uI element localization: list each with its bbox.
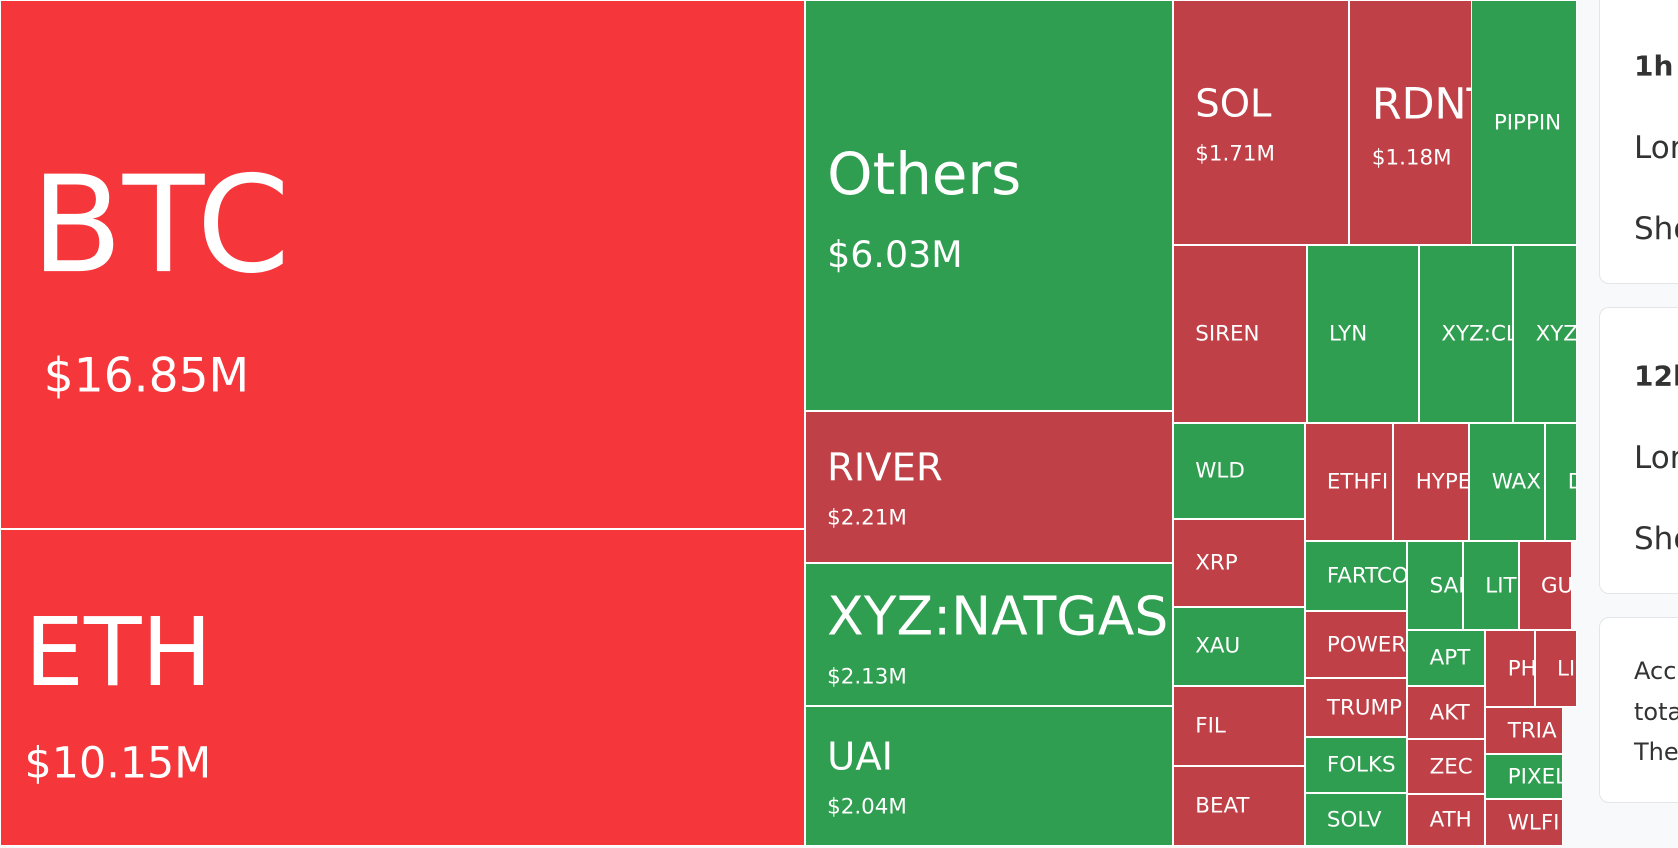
treemap-tile: FOLKS [1304, 737, 1408, 793]
tile-value: $1.71M [1195, 141, 1275, 167]
card-line: tota [1634, 697, 1678, 726]
treemap-tile: ETH $10.15M [0, 528, 805, 847]
treemap-tile: XRP [1172, 519, 1305, 607]
treemap-tile: XYZ:NATGAS $2.13M [804, 562, 1173, 707]
tile-label: PIPPIN [1493, 109, 1562, 135]
tile-label: HYPE [1415, 469, 1470, 495]
treemap-tile: GU [1518, 541, 1573, 631]
treemap-tile: BTC $16.85M [0, 0, 805, 529]
treemap-tile: TRUMP [1304, 678, 1408, 738]
tile-label: APT [1429, 645, 1471, 671]
info-card: 1h Lon Sho [1599, 0, 1678, 284]
treemap-tile: ZEC [1407, 739, 1486, 795]
treemap-tile: XYZ [1513, 245, 1578, 423]
treemap-tile: WAX [1469, 422, 1546, 542]
card-line: The [1634, 738, 1678, 767]
tile-label: XYZ [1535, 321, 1578, 347]
tile-label: WLFI [1507, 810, 1560, 836]
tile-label: ETH [24, 598, 213, 708]
card-title: 1h [1634, 49, 1674, 83]
treemap-tile: RIVER $2.21M [804, 410, 1173, 563]
treemap-tile: ATH [1407, 794, 1486, 847]
tile-label: WLD [1195, 458, 1245, 484]
treemap-tile: UAI $2.04M [804, 706, 1173, 847]
treemap-tile: PIPPIN [1471, 0, 1578, 246]
treemap-tile: HYPE [1393, 422, 1470, 542]
tile-label: POWER [1326, 632, 1407, 658]
treemap-tile: POWER [1304, 611, 1408, 679]
treemap-tile: APT [1407, 630, 1486, 686]
tile-label: ETHFI [1326, 469, 1389, 495]
treemap-tile: AKT [1407, 685, 1486, 740]
tile-label: D [1568, 471, 1577, 493]
tile-label: TRIA [1507, 718, 1557, 744]
tile-label: XAU [1195, 633, 1241, 659]
tile-label: ATH [1429, 807, 1472, 833]
treemap-tile: SAI [1407, 541, 1463, 631]
tile-label: ZEC [1429, 754, 1473, 780]
treemap-tile: ETHFI [1304, 422, 1394, 542]
treemap-tile: BEAT [1172, 766, 1305, 847]
tile-label: LIT [1485, 573, 1517, 599]
tile-label: PH [1507, 656, 1535, 682]
card-line: Sho [1634, 521, 1678, 558]
info-card: 12h Lon Sho [1599, 307, 1678, 594]
card-line: Lon [1634, 439, 1678, 476]
tile-label: WAX [1491, 469, 1541, 495]
tile-label: SOLV [1326, 807, 1382, 833]
tile-label: GU [1540, 573, 1573, 599]
tile-label: TRUMP [1326, 695, 1402, 721]
treemap-tile: D [1545, 422, 1578, 542]
tile-label: BTC [30, 146, 290, 303]
tile-label: LI [1556, 656, 1576, 682]
tile-label: FARTCOIN [1326, 563, 1408, 589]
treemap-tile: RDNT $1.18M [1349, 0, 1473, 246]
tile-label: SOL [1195, 81, 1272, 127]
card-line: Acc [1634, 656, 1677, 685]
treemap-tile: LIT [1462, 541, 1519, 631]
tile-label: XRP [1195, 550, 1238, 576]
tile-label: Others [827, 140, 1022, 209]
tile-label: UAI [827, 734, 894, 780]
tile-value: $2.04M [827, 794, 907, 820]
treemap-tile: SOL $1.71M [1172, 0, 1350, 246]
card-title: 12h [1634, 359, 1678, 393]
treemap-tile: PIXEL [1485, 754, 1564, 800]
treemap-tile: LI [1534, 630, 1578, 708]
treemap-tile: WLFI [1485, 799, 1564, 847]
tile-label: XYZ:NATGAS [827, 584, 1169, 648]
tile-label: FOLKS [1326, 752, 1396, 778]
tile-label: FIL [1195, 713, 1226, 739]
treemap-tile: XYZ:CL [1419, 245, 1514, 423]
treemap-tile: WLD [1172, 422, 1305, 520]
treemap-tile: Others $6.03M [804, 0, 1173, 411]
tile-label: XYZ:CL [1441, 321, 1514, 347]
card-line: Sho [1634, 210, 1678, 247]
treemap-tile: TRIA [1485, 707, 1564, 755]
tile-label: SIREN [1195, 321, 1260, 347]
tile-value: $6.03M [827, 232, 963, 276]
tile-label: AKT [1429, 700, 1470, 725]
treemap-tile: FIL [1172, 685, 1305, 767]
tile-label: SAI [1429, 573, 1463, 599]
tile-value: $2.21M [827, 505, 907, 531]
treemap-tile: FARTCOIN [1304, 541, 1408, 612]
tile-value: $16.85M [43, 348, 250, 403]
tile-value: $1.18M [1371, 145, 1452, 171]
treemap-tile: PH [1485, 630, 1535, 708]
treemap-tile: LYN [1306, 245, 1420, 423]
tile-label: RDNT [1371, 79, 1472, 130]
treemap-tile: SOLV [1304, 792, 1408, 847]
tile-label: LYN [1329, 321, 1368, 347]
tile-label: BEAT [1195, 793, 1250, 819]
info-card: Acc tota The [1599, 617, 1678, 803]
treemap-tile: SIREN [1172, 245, 1307, 423]
tile-value: $10.15M [24, 738, 212, 789]
tile-label: RIVER [827, 445, 943, 491]
treemap-tile: XAU [1172, 606, 1305, 686]
tile-label: PIXEL [1507, 764, 1564, 790]
card-line: Lon [1634, 129, 1678, 166]
tile-value: $2.13M [827, 664, 907, 690]
